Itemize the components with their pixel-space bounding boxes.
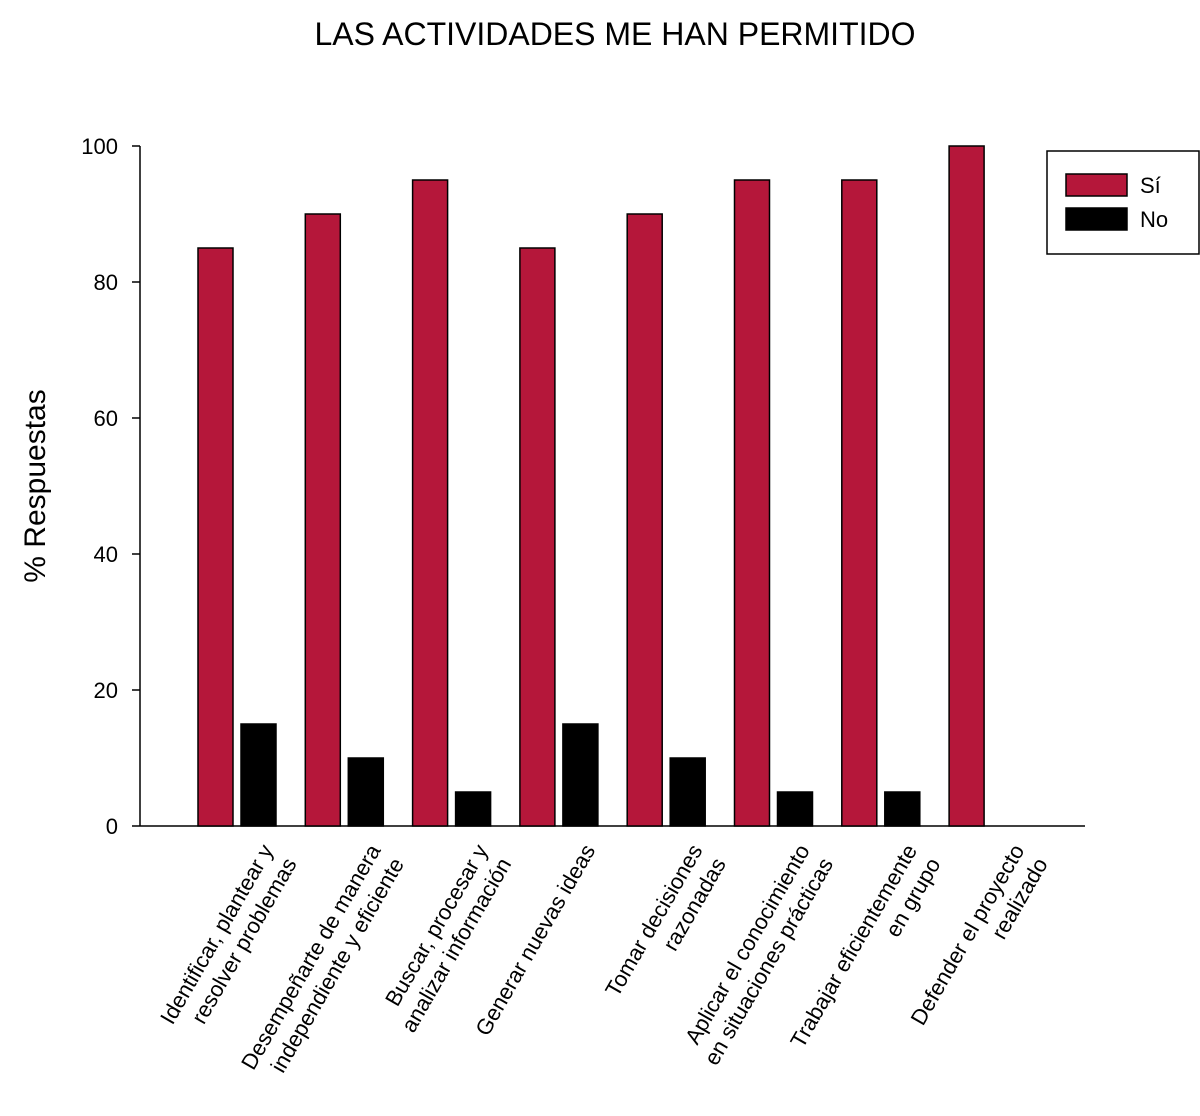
bar: [733, 179, 771, 827]
y-axis-label: % Respuestas: [19, 389, 52, 582]
y-tick-label: 20: [94, 678, 118, 703]
bar: [776, 791, 814, 827]
bar: [240, 723, 277, 827]
bar: [626, 213, 663, 827]
chart-title: LAS ACTIVIDADES ME HAN PERMITIDO: [315, 16, 916, 52]
bar: [884, 791, 921, 827]
bar: [562, 723, 599, 827]
bar: [841, 179, 878, 827]
bar: [454, 791, 492, 827]
y-tick-label: 0: [106, 814, 118, 839]
bar: [519, 247, 556, 827]
legend-label: No: [1140, 207, 1168, 232]
bar: [304, 213, 342, 827]
y-tick-label: 60: [94, 406, 118, 431]
y-tick-label: 40: [94, 542, 118, 567]
y-tick-label: 100: [81, 134, 118, 159]
bar: [347, 757, 385, 827]
legend-label: Sí: [1140, 173, 1161, 198]
legend-box: [1046, 150, 1200, 255]
bar: [669, 757, 706, 827]
legend-swatch: [1065, 173, 1128, 197]
bar: [948, 145, 985, 827]
legend-swatch: [1065, 207, 1128, 231]
y-tick-label: 80: [94, 270, 118, 295]
bar: [411, 179, 449, 827]
bar: [197, 247, 234, 827]
